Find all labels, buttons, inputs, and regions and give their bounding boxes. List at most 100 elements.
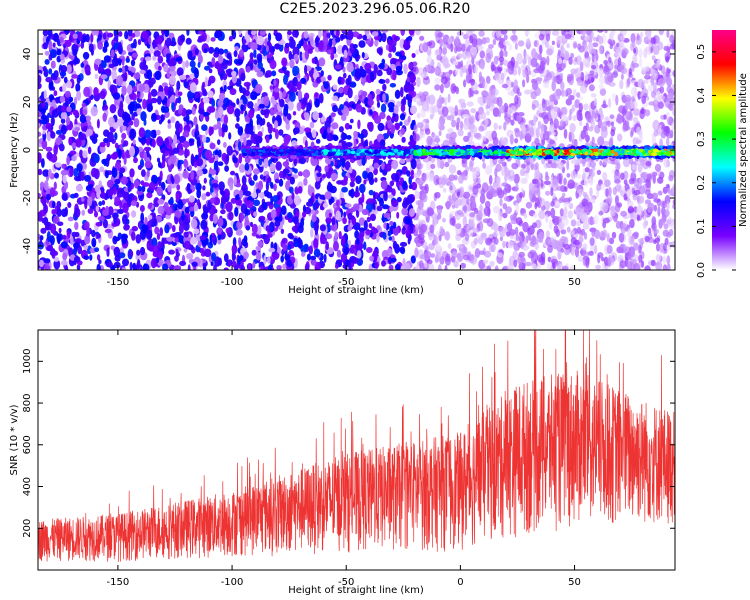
heatmap-cell: [102, 209, 109, 216]
heatmap-cell: [490, 243, 496, 253]
heatmap-cell: [520, 256, 525, 262]
heatmap-cell: [240, 87, 247, 94]
heatmap-cell: [136, 107, 142, 116]
heatmap-cell: [272, 127, 276, 133]
heatmap-cell: [343, 49, 348, 59]
heatmap-cell: [560, 229, 567, 235]
heatmap-cell: [672, 199, 675, 205]
heatmap-cell: [223, 141, 227, 148]
heatmap-cell: [348, 166, 353, 174]
heatmap-cell: [436, 205, 443, 215]
heatmap-cell: [182, 170, 190, 179]
heatmap-cell: [358, 40, 366, 48]
heatmap-cell: [61, 208, 68, 218]
heatmap-cell: [94, 73, 99, 80]
heatmap-cell: [506, 79, 512, 86]
heatmap-cell: [140, 212, 145, 224]
heatmap-cell: [104, 103, 108, 111]
heatmap-cell: [72, 33, 79, 39]
heatmap-cell: [142, 98, 147, 110]
heatmap-cell: [263, 157, 269, 169]
heatmap-cell: [484, 250, 492, 258]
heatmap-cell: [223, 48, 229, 54]
heatmap-cell: [332, 105, 338, 113]
heatmap-cell: [469, 124, 475, 133]
heatmap-cell: [406, 194, 414, 204]
heatmap-cell: [481, 78, 486, 89]
heatmap-cell: [574, 246, 580, 258]
heatmap-cell: [400, 128, 406, 135]
heatmap-cell: [515, 202, 520, 214]
heatmap-cell: [361, 157, 366, 166]
heatmap-cell: [524, 172, 530, 180]
heatmap-cell: [543, 80, 550, 89]
heatmap-cell: [571, 246, 576, 256]
heatmap-cell: [167, 123, 172, 129]
heatmap-cell: [288, 218, 293, 223]
heatmap-cell: [484, 37, 491, 44]
heatmap-cell: [287, 243, 292, 251]
heatmap-cell: [330, 173, 338, 181]
heatmap-cell: [666, 85, 673, 94]
heatmap-cell: [50, 131, 56, 139]
heatmap-cell: [71, 155, 77, 162]
heatmap-cell: [361, 208, 369, 216]
heatmap-cell: [168, 75, 176, 85]
heatmap-cell: [607, 98, 612, 108]
heatmap-cell: [292, 111, 297, 116]
heatmap-cell: [651, 192, 658, 200]
heatmap-cell: [219, 188, 224, 195]
heatmap-cell: [251, 249, 257, 256]
heatmap-cell: [428, 263, 435, 270]
heatmap-cell: [596, 183, 602, 191]
heatmap-cell: [665, 67, 670, 78]
heatmap-cell: [121, 124, 127, 131]
heatmap-cell: [469, 167, 477, 172]
heatmap-cell: [233, 50, 238, 58]
heatmap-cell: [428, 94, 436, 106]
heatmap-cell: [451, 119, 457, 128]
heatmap-cell: [114, 161, 122, 172]
heatmap-cell: [539, 60, 546, 72]
heatmap-cell: [362, 170, 368, 180]
heatmap-cell: [552, 193, 556, 199]
heatmap-cell: [167, 158, 172, 166]
heatmap-cell: [566, 173, 571, 178]
heatmap-cell: [486, 110, 490, 116]
heatmap-cell: [543, 114, 549, 125]
heatmap-cell: [331, 122, 339, 130]
heatmap-cell: [213, 124, 218, 131]
heatmap-cell: [213, 161, 217, 171]
heatmap-cell: [595, 53, 599, 62]
heatmap-cell: [531, 48, 537, 59]
heatmap-cell: [430, 253, 436, 258]
heatmap-cell: [475, 132, 482, 140]
heatmap-cell: [394, 263, 401, 270]
heatmap-cell: [656, 242, 660, 252]
heatmap-cell: [140, 139, 146, 145]
heatmap-cell: [156, 186, 163, 196]
heatmap-cell: [291, 192, 295, 201]
heatmap-cell: [153, 50, 161, 57]
heatmap-cell: [204, 76, 209, 88]
heatmap-cell: [478, 30, 485, 37]
heatmap-cell: [514, 226, 519, 236]
heatmap-cell: [590, 118, 595, 129]
heatmap-cell: [174, 209, 182, 218]
heatmap-cell: [381, 32, 387, 43]
heatmap-cell: [631, 96, 635, 103]
heatmap-cell: [557, 49, 561, 57]
heatmap-cell: [114, 34, 119, 39]
heatmap-cell: [326, 126, 331, 134]
heatmap-cell: [213, 52, 220, 58]
heatmap-cell: [405, 37, 409, 43]
heatmap-cell: [638, 238, 644, 244]
heatmap-cell: [657, 190, 663, 196]
heatmap-cell: [401, 166, 408, 175]
heatmap-cell: [218, 181, 225, 192]
heatmap-cell: [357, 119, 361, 130]
heatmap-cell: [582, 191, 588, 198]
heatmap-cell: [121, 85, 127, 96]
heatmap-cell: [80, 62, 85, 68]
heatmap-cell: [478, 250, 485, 255]
